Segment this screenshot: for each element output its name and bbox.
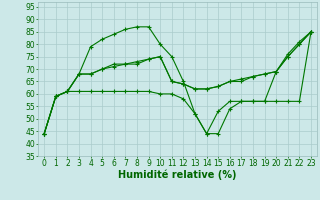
X-axis label: Humidité relative (%): Humidité relative (%) <box>118 170 237 180</box>
